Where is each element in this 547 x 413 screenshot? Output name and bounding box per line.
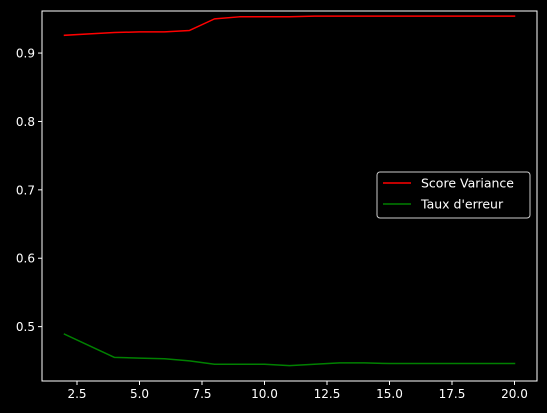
series-line-score-variance bbox=[63, 15, 516, 37]
y-axis: 0.5 0.6 0.7 0.8 0.9 bbox=[16, 47, 42, 334]
x-tick-label: 12.5 bbox=[314, 387, 341, 401]
y-tick-label: 0.7 bbox=[16, 183, 35, 197]
x-tick-label: 2.5 bbox=[67, 387, 86, 401]
x-tick-label: 20.0 bbox=[501, 387, 528, 401]
x-tick-label: 15.0 bbox=[376, 387, 403, 401]
series-layer bbox=[63, 15, 516, 367]
series-line-taux-d-erreur bbox=[63, 333, 516, 367]
y-tick-label: 0.8 bbox=[16, 115, 35, 129]
x-tick-label: 10.0 bbox=[251, 387, 278, 401]
x-tick-label: 17.5 bbox=[439, 387, 466, 401]
legend-label-score-variance: Score Variance bbox=[421, 176, 514, 191]
y-tick-label: 0.9 bbox=[16, 47, 35, 61]
legend-label-taux-erreur: Taux d'erreur bbox=[420, 197, 504, 212]
x-axis: 2.5 5.0 7.5 10.0 12.5 15.0 17.5 20.0 bbox=[67, 381, 528, 401]
y-tick-label: 0.6 bbox=[16, 252, 35, 266]
legend-box bbox=[376, 171, 531, 219]
x-tick-label: 5.0 bbox=[130, 387, 149, 401]
legend: Score Variance Taux d'erreur bbox=[376, 171, 531, 219]
x-tick-label: 7.5 bbox=[192, 387, 211, 401]
y-tick-label: 0.5 bbox=[16, 320, 35, 334]
